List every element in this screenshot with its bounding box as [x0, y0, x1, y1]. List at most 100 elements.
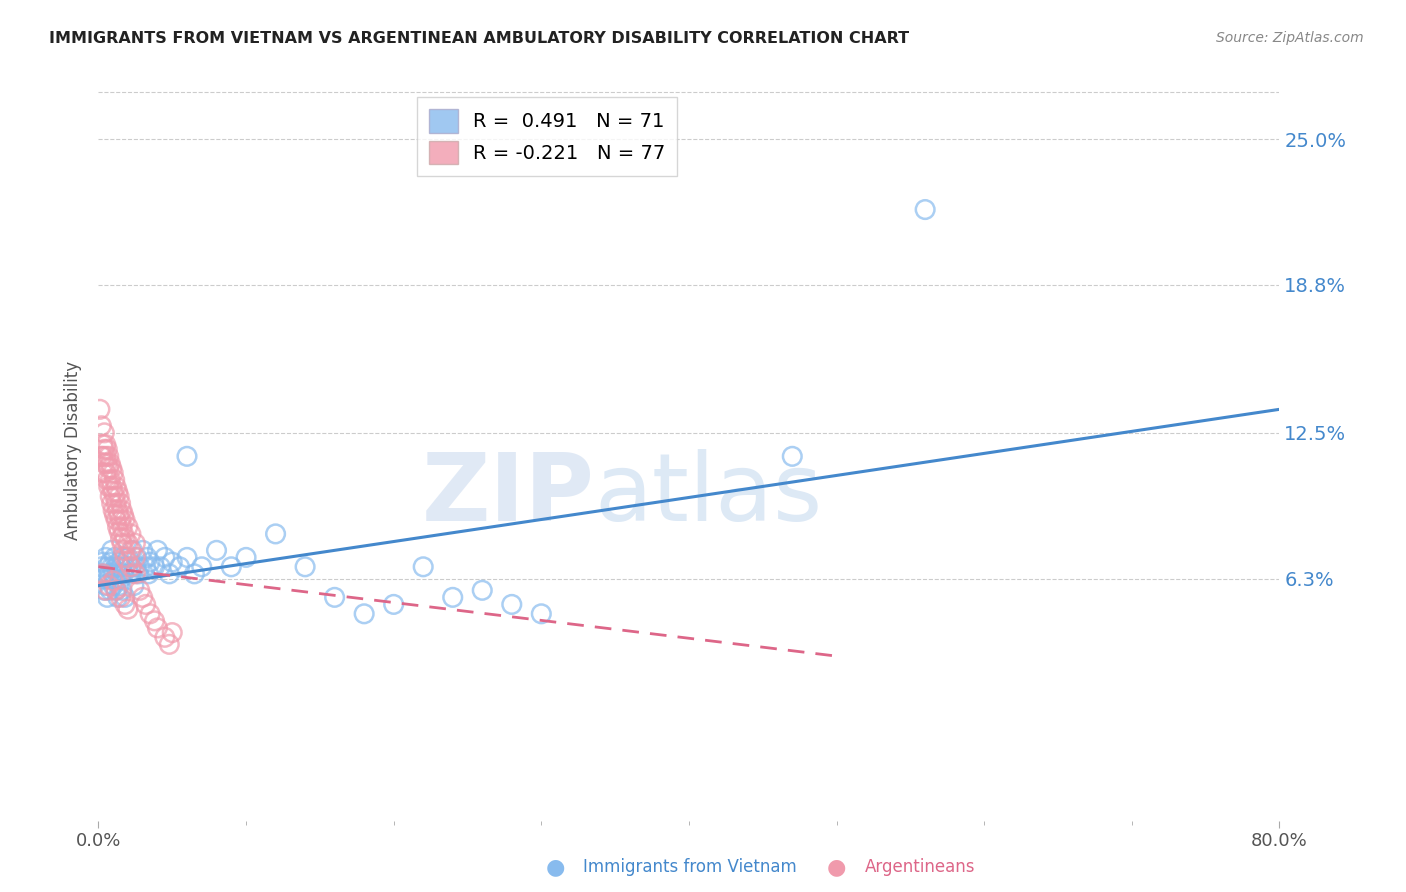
Point: [169, 559, 191, 574]
Point: [105, 583, 128, 598]
Point: [114, 559, 136, 574]
Point: [97, 579, 120, 593]
Point: [108, 579, 131, 593]
Point: [143, 614, 166, 628]
Point: [96, 442, 118, 457]
Point: [162, 625, 183, 640]
Point: [100, 461, 122, 475]
Point: [105, 583, 128, 598]
Text: Immigrants from Vietnam: Immigrants from Vietnam: [583, 858, 797, 876]
Point: [176, 550, 198, 565]
Point: [97, 480, 120, 494]
Point: [120, 543, 142, 558]
Text: Argentineans: Argentineans: [865, 858, 976, 876]
Point: [105, 496, 128, 510]
Point: [100, 480, 122, 494]
Point: [112, 543, 135, 558]
Point: [471, 583, 494, 598]
Point: [124, 559, 146, 574]
Point: [90, 450, 112, 464]
Point: [128, 559, 150, 574]
Point: [94, 550, 117, 565]
Point: [162, 555, 183, 569]
Point: [132, 543, 155, 558]
Point: [117, 602, 139, 616]
Point: [111, 520, 134, 534]
Point: [120, 559, 142, 574]
Point: [96, 456, 118, 470]
Point: [96, 473, 118, 487]
Point: [110, 572, 132, 586]
Point: [264, 527, 287, 541]
Point: [105, 559, 128, 574]
Text: IMMIGRANTS FROM VIETNAM VS ARGENTINEAN AMBULATORY DISABILITY CORRELATION CHART: IMMIGRANTS FROM VIETNAM VS ARGENTINEAN A…: [49, 31, 910, 46]
Point: [91, 466, 114, 480]
Point: [117, 520, 139, 534]
Point: [120, 527, 142, 541]
Text: ●: ●: [827, 857, 846, 877]
Point: [108, 508, 131, 522]
Point: [103, 574, 125, 588]
Point: [146, 621, 169, 635]
Point: [91, 572, 114, 586]
Point: [103, 579, 125, 593]
Point: [112, 508, 135, 522]
Point: [323, 591, 346, 605]
Point: [382, 598, 405, 612]
Point: [138, 566, 160, 581]
Point: [105, 480, 128, 494]
Point: [98, 555, 121, 569]
Point: [107, 503, 129, 517]
Point: [107, 566, 129, 581]
Point: [110, 532, 132, 546]
Point: [121, 543, 143, 558]
Point: [103, 503, 125, 517]
Point: [111, 536, 134, 550]
Point: [97, 461, 120, 475]
Point: [91, 437, 114, 451]
Point: [111, 550, 134, 565]
Point: [124, 566, 146, 581]
Point: [530, 607, 553, 621]
Point: [235, 550, 257, 565]
Point: [136, 550, 159, 565]
Point: [108, 489, 131, 503]
Point: [91, 566, 114, 581]
Point: [117, 536, 139, 550]
Point: [135, 598, 157, 612]
Point: [114, 513, 136, 527]
Point: [91, 450, 114, 464]
Point: [128, 583, 150, 598]
Point: [176, 450, 198, 464]
Point: [412, 559, 434, 574]
Point: [143, 559, 166, 574]
Point: [103, 484, 125, 499]
Point: [103, 466, 125, 480]
Point: [97, 450, 120, 464]
Point: [110, 559, 132, 574]
Point: [110, 496, 132, 510]
Point: [114, 550, 136, 565]
Point: [153, 630, 176, 644]
Point: [111, 583, 134, 598]
Point: [107, 520, 129, 534]
Point: [118, 566, 141, 581]
Point: [104, 508, 127, 522]
Point: [125, 550, 148, 565]
Y-axis label: Ambulatory Disability: Ambulatory Disability: [65, 361, 83, 540]
Point: [114, 591, 136, 605]
Point: [104, 473, 127, 487]
Point: [91, 555, 114, 569]
Point: [96, 591, 118, 605]
Point: [183, 566, 205, 581]
Point: [914, 202, 936, 217]
Text: ZIP: ZIP: [422, 449, 595, 541]
Point: [104, 550, 127, 565]
Point: [94, 450, 117, 464]
Point: [441, 591, 464, 605]
Point: [103, 566, 125, 581]
Point: [120, 559, 142, 574]
Point: [104, 572, 127, 586]
Point: [94, 437, 117, 451]
Point: [114, 598, 136, 612]
